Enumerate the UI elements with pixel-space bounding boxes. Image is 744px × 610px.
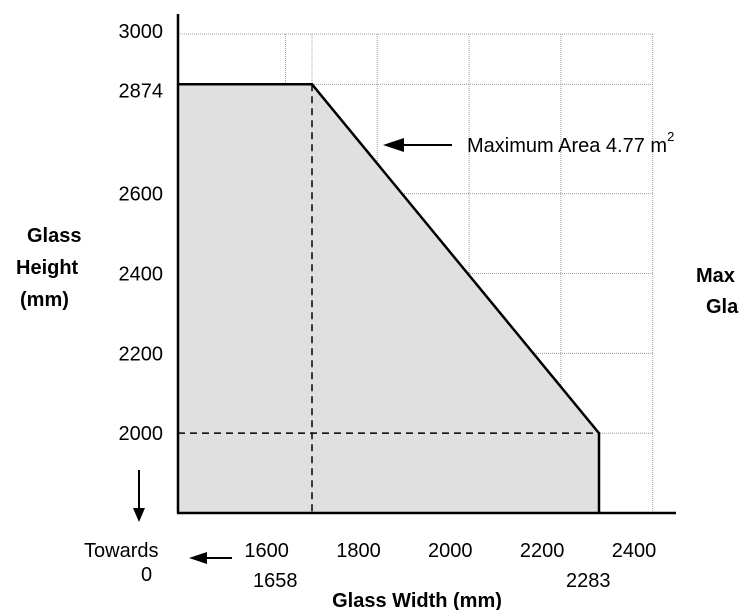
towards-zero-down-arrow-icon	[133, 508, 145, 522]
y-tick-label-3000: 3000	[119, 21, 164, 43]
x-tick-label-2283: 2283	[566, 570, 611, 592]
y-tick-label-2200: 2200	[119, 343, 164, 365]
permissible-area	[178, 84, 599, 514]
x-tick-labels: 1600 1800 2000 2200 2400	[244, 540, 656, 562]
clipped-right-label-line-1: Max	[696, 265, 735, 287]
y-tick-label-2600: 2600	[119, 184, 164, 206]
x-tick-label-1658: 1658	[253, 570, 298, 592]
annotation-arrow-icon	[383, 138, 404, 152]
x-tick-label-2200: 2200	[520, 540, 565, 562]
y-tick-label-2000: 2000	[119, 423, 164, 445]
y-tick-labels: 2000 2200 2400 2600 2874 3000	[119, 21, 164, 445]
y-tick-label-2400: 2400	[119, 264, 164, 286]
x-axis-title: Glass Width (mm)	[332, 590, 502, 610]
y-axis-title-line-3: (mm)	[20, 289, 69, 311]
x-tick-label-2000: 2000	[428, 540, 473, 562]
x-tick-label-1600: 1600	[244, 540, 289, 562]
x-tick-label-2400: 2400	[612, 540, 657, 562]
clipped-right-label-line-2: Gla	[706, 296, 739, 318]
max-area-boundary	[178, 83, 601, 513]
towards-value: 0	[141, 564, 152, 586]
y-axis-title-line-2: Height	[16, 257, 79, 279]
y-axis-title-line-1: Glass	[27, 225, 81, 247]
max-area-annotation: Maximum Area 4.77 m2	[467, 129, 674, 157]
towards-left-arrow-icon	[189, 552, 207, 564]
y-tick-label-2874: 2874	[119, 80, 164, 102]
annotation-superscript: 2	[667, 129, 674, 144]
x-tick-label-1800: 1800	[336, 540, 381, 562]
towards-label: Towards	[84, 540, 158, 562]
